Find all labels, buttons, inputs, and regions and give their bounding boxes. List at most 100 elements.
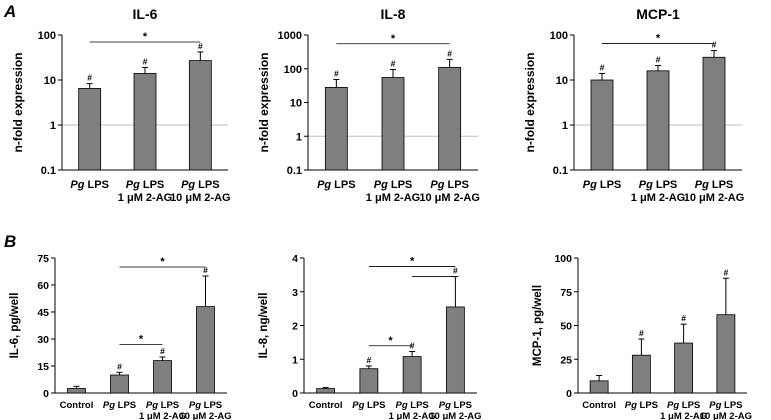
- significance-label: *: [143, 31, 148, 43]
- y-tick-label: 4: [292, 253, 298, 265]
- category-sublabel: 10 μM 2-AG: [684, 192, 745, 204]
- significance-mark: #: [410, 340, 415, 350]
- y-tick-label: 100: [554, 253, 572, 265]
- category-sublabel: 1 μM 2-AG: [118, 192, 172, 204]
- significance-label: *: [410, 255, 415, 267]
- bar: [110, 374, 129, 394]
- y-axis-label: n-fold expression: [257, 52, 271, 152]
- bar: [316, 388, 336, 394]
- category-label: Pg LPS: [639, 179, 678, 191]
- y-tick-label: 100: [38, 30, 56, 42]
- y-tick-label: 0: [43, 388, 49, 400]
- bar: [153, 360, 172, 394]
- category-label: Pg LPS: [317, 179, 356, 191]
- y-tick-label: 0.1: [41, 165, 56, 177]
- bar: [631, 354, 651, 394]
- chart-mcp1-expression: MCP-1 0.1 1 10 100 n-fold expression # Pg LPS # P…: [523, 6, 744, 204]
- category-sublabel: 1 μM 2-AG: [660, 411, 707, 420]
- bar: [381, 77, 405, 171]
- category-sublabel: 10 μM 2-AG: [700, 411, 752, 420]
- y-tick-label: 60: [37, 280, 49, 292]
- chart-mcp1-protein: 0 25 50 75 100 MCP-1, pg/well Control # Pg LPS # P…: [532, 253, 752, 420]
- significance-mark: #: [87, 73, 92, 83]
- significance-mark: #: [203, 265, 208, 275]
- y-tick-label: 30: [37, 334, 49, 346]
- y-tick-label: 15: [37, 361, 49, 373]
- panel-label-b: B: [4, 232, 16, 251]
- panel-label-a: A: [3, 2, 16, 21]
- category-label: Pg LPS: [374, 179, 413, 191]
- category-label: Pg LPS: [583, 179, 622, 191]
- significance-label: *: [139, 333, 144, 345]
- significance-mark: #: [391, 59, 396, 69]
- category-label: Control: [582, 400, 616, 411]
- y-axis-label: n-fold expression: [11, 52, 25, 152]
- significance-mark: #: [447, 48, 452, 58]
- category-sublabel: 10 μM 2-AG: [419, 192, 480, 204]
- bar: [188, 60, 212, 171]
- significance-mark: #: [724, 267, 729, 277]
- bar: [133, 73, 157, 171]
- y-axis-label: IL-6, pg/well: [9, 293, 21, 359]
- category-label: Pg LPS: [439, 400, 472, 411]
- bar: [438, 66, 462, 171]
- category-label: Pg LPS: [126, 179, 165, 191]
- significance-mark: #: [600, 62, 605, 72]
- y-tick-label: 3: [292, 287, 298, 299]
- category-label: Pg LPS: [430, 179, 469, 191]
- category-sublabel: 1 μM 2-AG: [366, 192, 420, 204]
- significance-mark: #: [712, 40, 717, 50]
- y-tick-label: 1000: [278, 30, 302, 42]
- chart-il6-expression: IL-6 0.1 1 10 100 n-fold expression # Pg LPS # Pg…: [11, 6, 231, 204]
- chart-title: MCP-1: [636, 6, 680, 22]
- significance-label: *: [391, 33, 396, 45]
- y-tick-label: 50: [560, 321, 572, 333]
- y-axis-label: IL-8, ng/well: [258, 293, 270, 359]
- y-tick-label: 0: [292, 388, 298, 400]
- bar: [590, 79, 614, 171]
- significance-mark: #: [656, 55, 661, 65]
- category-label: Pg LPS: [352, 400, 385, 411]
- category-label: Control: [309, 400, 343, 411]
- chart-title: IL-8: [381, 6, 406, 22]
- y-tick-label: 0: [566, 388, 572, 400]
- bar: [646, 70, 670, 171]
- y-tick-label: 10: [556, 75, 568, 87]
- y-tick-label: 0.1: [287, 165, 302, 177]
- chart-il8-expression: IL-8 0.1 1 10 100 1000 n-fold expression # Pg LP…: [257, 6, 480, 204]
- category-label: Pg LPS: [625, 400, 658, 411]
- significance-mark: #: [639, 328, 644, 338]
- bar: [78, 88, 102, 171]
- significance-mark: #: [117, 361, 122, 371]
- bar: [716, 314, 736, 394]
- category-label: Pg LPS: [103, 400, 136, 411]
- bar: [674, 342, 694, 394]
- significance-mark: #: [681, 313, 686, 323]
- significance-mark: #: [367, 355, 372, 365]
- significance-mark: #: [198, 41, 203, 51]
- chart-il6-protein: 0 15 30 45 60 75 IL-6, pg/well Control # Pg LPS # P…: [9, 253, 232, 420]
- bar: [67, 388, 86, 394]
- category-sublabel: 1 μM 2-AG: [389, 411, 436, 420]
- y-tick-label: 75: [560, 287, 572, 299]
- category-label: Control: [60, 400, 94, 411]
- y-tick-label: 45: [37, 307, 49, 319]
- category-sublabel: 10 μM 2-AG: [429, 411, 481, 420]
- bar: [589, 380, 609, 394]
- bar: [402, 356, 422, 394]
- category-sublabel: 10 μM 2-AG: [170, 192, 231, 204]
- y-tick-label: 0.1: [553, 165, 568, 177]
- significance-mark: #: [453, 266, 458, 276]
- y-axis-label: n-fold expression: [523, 52, 537, 152]
- category-sublabel: 1 μM 2-AG: [139, 411, 186, 420]
- category-label: Pg LPS: [181, 179, 220, 191]
- significance-mark: #: [160, 346, 165, 356]
- significance-label: *: [388, 335, 393, 347]
- category-label: Pg LPS: [146, 400, 179, 411]
- category-label: Pg LPS: [667, 400, 700, 411]
- bar: [324, 87, 348, 171]
- category-label: Pg LPS: [395, 400, 428, 411]
- y-tick-label: 100: [284, 64, 302, 76]
